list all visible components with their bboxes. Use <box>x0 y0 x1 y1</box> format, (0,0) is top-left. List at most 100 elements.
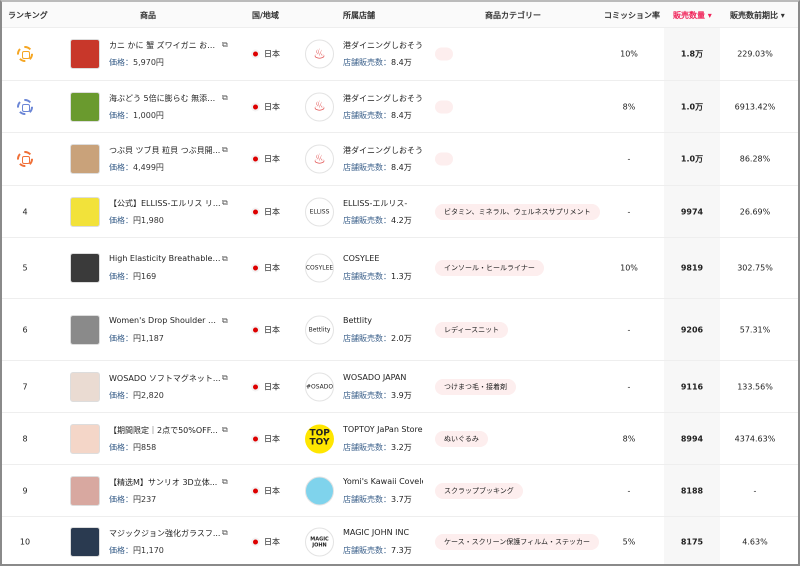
open-product-icon[interactable]: ⧉ <box>222 372 228 382</box>
product-image[interactable] <box>70 253 100 283</box>
product-image[interactable] <box>70 371 100 402</box>
shop-name[interactable]: COSYLEE <box>343 254 380 263</box>
product-title[interactable]: WOSADO ソフトマグネット... <box>109 373 221 383</box>
country-name: 日本 <box>264 434 280 443</box>
product-image[interactable] <box>70 475 100 506</box>
product-title[interactable]: 【精选M】サンリオ 3D立体... <box>109 477 218 487</box>
shop-logo[interactable] <box>305 476 334 505</box>
shop-name[interactable]: WOSADO JAPAN <box>343 372 407 382</box>
open-product-icon[interactable]: ⧉ <box>222 145 228 154</box>
rank: 8 <box>2 434 48 443</box>
category-tag: レディースニット <box>435 321 509 338</box>
table-row[interactable]: 7 WOSADO ソフトマグネット... 価格：円2,820 ⧉ 日本 #OSA… <box>2 361 798 413</box>
category-tag <box>435 47 453 61</box>
shop-name[interactable]: 港ダイニングしおそう <box>343 146 423 155</box>
open-product-icon[interactable]: ⧉ <box>222 476 228 486</box>
shop-sales-value: 3.9万 <box>391 390 412 400</box>
rank-number: 9 <box>22 486 28 495</box>
shop-logo[interactable]: ♨ <box>305 92 334 121</box>
price-value: 円1,980 <box>133 215 164 225</box>
product-image[interactable] <box>70 91 100 122</box>
open-product-icon[interactable]: ⧉ <box>222 197 228 207</box>
table-row[interactable]: 10 マジックジョン強化ガラスフ... 価格：円1,170 ⧉ 日本 MAGIC… <box>2 517 798 564</box>
product-title[interactable]: 【期間限定｜2点で50%OFF... <box>109 425 218 435</box>
open-product-icon[interactable]: ⧉ <box>222 315 228 325</box>
product-image[interactable] <box>70 314 100 345</box>
table-row[interactable]: つぶ貝 ツブ貝 粒貝 つぶ貝開... 価格：4,499円 ⧉ 日本 ♨ 港ダイニ… <box>2 133 798 186</box>
shop-name[interactable]: TOPTOY JaPan Store <box>343 424 423 434</box>
product-title[interactable]: カニ かに 蟹 ズワイガニ お刺... <box>109 41 221 50</box>
product-title[interactable]: Women's Drop Shoulder Spli... <box>109 315 221 325</box>
table-row[interactable]: 9 【精选M】サンリオ 3D立体... 価格：円237 ⧉ 日本 Yomi's … <box>2 465 798 517</box>
country: 日本 <box>253 206 280 217</box>
shop-logo[interactable]: ♨ <box>305 39 334 69</box>
product-title[interactable]: 【公式】ELLISS-エルリス リ... <box>109 198 221 208</box>
product-title[interactable]: 海ぶどう 5倍に膨らむ 無添加... <box>109 93 221 103</box>
shop-name[interactable]: 港ダイニングしおそう <box>343 41 423 50</box>
open-product-icon[interactable]: ⧉ <box>222 528 228 537</box>
japan-flag-icon <box>253 488 258 493</box>
japan-flag-icon <box>253 436 258 441</box>
category-tag: ぬいぐるみ <box>435 430 488 447</box>
commission-rate: 8% <box>622 102 636 111</box>
product-image[interactable] <box>70 423 100 454</box>
shop-logo[interactable]: #OSADO <box>305 372 334 401</box>
rank <box>2 151 48 167</box>
commission-rate: - <box>627 325 631 334</box>
commission-rate: 8% <box>622 434 636 443</box>
sales-count: 9116 <box>680 382 704 391</box>
header-commission[interactable]: コミッション率 <box>604 11 660 20</box>
country-name: 日本 <box>264 537 280 547</box>
shop-logo[interactable]: MAGIC JOHN <box>305 527 334 557</box>
product-image[interactable] <box>70 144 100 174</box>
commission-rate: 5% <box>622 537 636 547</box>
product-image[interactable] <box>70 39 100 69</box>
open-product-icon[interactable]: ⧉ <box>222 424 228 434</box>
table-row[interactable]: 4 【公式】ELLISS-エルリス リ... 価格：円1,980 ⧉ 日本 EL… <box>2 186 798 238</box>
shop-name[interactable]: MAGIC JOHN INC <box>343 528 410 537</box>
table-header: ランキング 商品 国/地域 所属店舗 商品カテゴリー コミッション率 販売数量 … <box>2 2 798 28</box>
product-title[interactable]: High Elasticity Breathable S... <box>109 254 221 263</box>
shop-sales-value: 8.4万 <box>391 110 412 120</box>
shop-name[interactable]: 港ダイニングしおそう <box>343 93 423 103</box>
table-row[interactable]: 海ぶどう 5倍に膨らむ 無添加... 価格：1,000円 ⧉ 日本 ♨ 港ダイニ… <box>2 81 798 133</box>
shop-sales-label: 店舗販売数： <box>343 215 391 225</box>
shop-sales-label: 店舗販売数： <box>343 333 391 343</box>
shop-sales-value: 1.3万 <box>391 272 412 281</box>
shop-name[interactable]: Yomi's Kawaii Covelet <box>343 476 423 486</box>
shop-sales-label: 店舗販売数： <box>343 494 391 504</box>
header-growth-sort[interactable]: 販売数前期比 ▾ <box>730 11 785 20</box>
product-price: 価格：円1,170 <box>109 545 164 556</box>
shop-logo[interactable]: ELLISS <box>305 197 334 226</box>
product-title[interactable]: マジックジョン強化ガラスフ... <box>109 529 221 538</box>
shop-logo[interactable]: TOP TOY <box>305 424 334 453</box>
commission-rate: - <box>627 486 631 495</box>
shop-logo[interactable]: ♨ <box>305 144 334 174</box>
shop-logo[interactable]: Bettlity <box>305 315 334 344</box>
open-product-icon[interactable]: ⧉ <box>222 40 228 49</box>
table-row[interactable]: カニ かに 蟹 ズワイガニ お刺... 価格：5,970円 ⧉ 日本 ♨ 港ダイ… <box>2 28 798 81</box>
shop-name[interactable]: ELLISS-エルリス- <box>343 198 408 208</box>
product-image[interactable] <box>70 527 100 557</box>
table-row[interactable]: 5 High Elasticity Breathable S... 価格：円16… <box>2 238 798 299</box>
japan-flag-icon <box>253 265 258 271</box>
table-row[interactable]: 8 【期間限定｜2点で50%OFF... 価格：円858 ⧉ 日本 TOP TO… <box>2 413 798 465</box>
product-title[interactable]: つぶ貝 ツブ貝 粒貝 つぶ貝開... <box>109 146 221 155</box>
rank: 5 <box>2 264 48 273</box>
price-value: 円1,187 <box>133 333 164 343</box>
product-image[interactable] <box>70 196 100 227</box>
shop-logo[interactable]: COSYLEE <box>305 253 334 283</box>
sales-growth: 86.28% <box>739 154 771 164</box>
commission-rate: - <box>627 207 631 216</box>
open-product-icon[interactable]: ⧉ <box>222 92 228 102</box>
shop-sales-label: 店舗販売数： <box>343 110 391 120</box>
product-price: 価格：円2,820 <box>109 390 164 401</box>
shop-name[interactable]: Bettlity <box>343 315 372 325</box>
open-product-icon[interactable]: ⧉ <box>222 254 228 263</box>
shop-sales: 店舗販売数：8.4万 <box>343 162 412 173</box>
rank-medal-icon <box>17 151 33 167</box>
table-row[interactable]: 6 Women's Drop Shoulder Spli... 価格：円1,18… <box>2 299 798 361</box>
rank: 9 <box>2 486 48 495</box>
country-name: 日本 <box>264 102 280 111</box>
header-sales-sort[interactable]: 販売数量 ▾ <box>673 11 712 20</box>
